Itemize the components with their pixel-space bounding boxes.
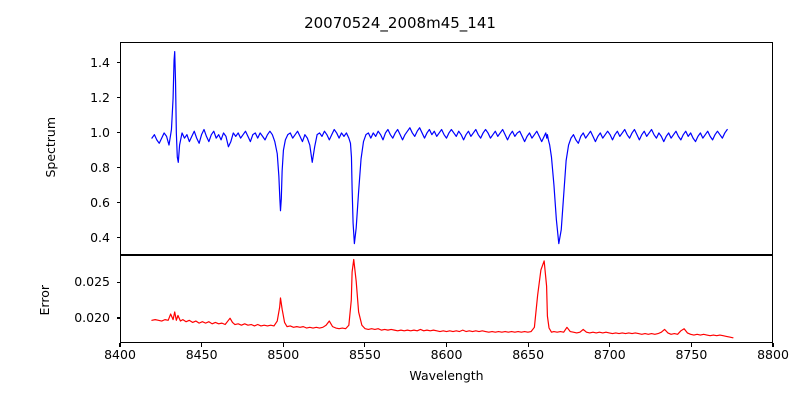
error-line-plot <box>151 258 734 339</box>
y-tick-mark <box>116 281 120 283</box>
x-tick-mark <box>772 343 774 347</box>
y-tick-label: 0.020 <box>74 309 110 325</box>
spectrum-line-plot <box>151 51 728 245</box>
x-tick-label: 8400 <box>104 347 136 362</box>
x-tick-label: 8550 <box>348 347 381 362</box>
x-tick-mark <box>527 343 529 347</box>
x-tick-label: 8650 <box>512 347 545 362</box>
error-panel <box>120 255 773 343</box>
y-tick-mark <box>116 132 120 134</box>
x-tick-mark <box>445 343 448 347</box>
y-tick-mark <box>116 202 120 204</box>
y-tick-label: 0.6 <box>90 194 110 210</box>
spectrum-y-axis-label: Spectrum <box>42 116 58 178</box>
x-tick-label: 8600 <box>430 347 463 362</box>
y-tick-label: 0.8 <box>90 159 110 175</box>
x-tick-mark <box>609 343 611 347</box>
x-tick-label: 8800 <box>757 347 789 362</box>
y-tick-mark <box>116 62 120 64</box>
x-tick-label: 8700 <box>593 347 626 362</box>
y-tick-mark <box>116 167 120 169</box>
spectrum-data-line <box>151 51 728 245</box>
x-axis-label: Wavelength <box>409 368 484 383</box>
y-tick-label: 0.025 <box>74 273 110 289</box>
x-tick-mark <box>364 343 366 347</box>
y-tick-label: 1.0 <box>90 124 110 140</box>
x-tick-mark <box>119 343 121 347</box>
page-title: 20070524_2008m45_141 <box>304 14 496 32</box>
y-tick-label: 1.2 <box>90 89 110 105</box>
x-tick-mark <box>282 343 284 347</box>
y-tick-label: 0.4 <box>90 229 110 245</box>
x-tick-mark <box>690 343 692 347</box>
x-tick-label: 8750 <box>675 347 708 362</box>
y-tick-mark <box>116 236 120 239</box>
spectrum-panel <box>120 42 773 255</box>
error-data-line <box>151 258 734 339</box>
y-tick-mark <box>116 317 120 319</box>
x-tick-mark <box>201 343 203 347</box>
x-tick-label: 8450 <box>185 347 218 362</box>
y-tick-label: 1.4 <box>90 54 110 70</box>
y-tick-mark <box>116 97 120 99</box>
error-y-axis-label: Error <box>36 285 52 316</box>
x-tick-label: 8500 <box>267 347 300 362</box>
